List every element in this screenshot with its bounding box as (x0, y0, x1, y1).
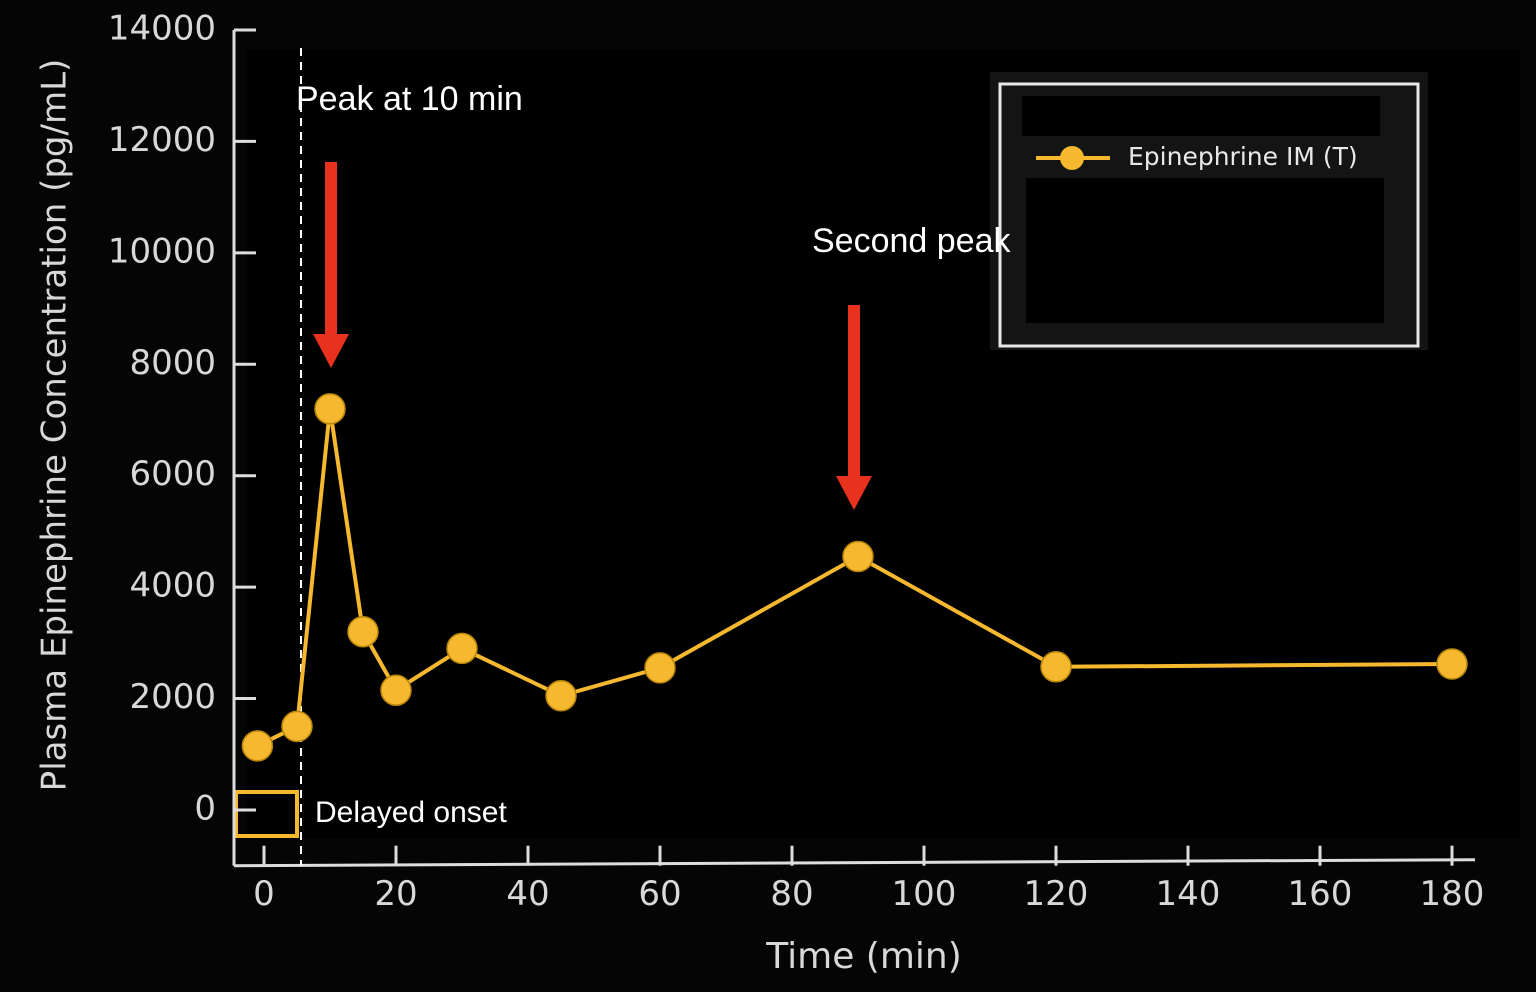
y-tick-label: 12000 (108, 120, 216, 160)
y-axis-label: Plasma Epinephrine Concentration (pg/mL) (35, 59, 75, 792)
y-tick-label: 14000 (108, 9, 216, 49)
y-tick-label: 4000 (129, 566, 216, 606)
x-tick-label: 140 (1156, 874, 1221, 914)
x-tick-label: 20 (374, 874, 417, 914)
legend-mask (1022, 96, 1380, 136)
y-tick-label: 0 (194, 788, 216, 828)
y-tick-label: 8000 (129, 343, 216, 383)
x-tick-label: 120 (1024, 874, 1089, 914)
data-point (644, 652, 676, 684)
data-point (842, 540, 874, 573)
y-tick-label: 10000 (108, 231, 216, 271)
annotation: Second peak (812, 222, 1011, 260)
arrow-head (313, 334, 349, 368)
x-axis (233, 858, 1476, 868)
legend-mask (1026, 178, 1384, 323)
data-point (1436, 648, 1468, 680)
data-point (1040, 651, 1072, 683)
legend-label: Epinephrine IM (T) (1128, 142, 1358, 171)
arrow-head (836, 476, 872, 510)
x-axis-label: Time (min) (765, 936, 962, 977)
legend-border (998, 82, 1420, 348)
x-tick-label: 100 (892, 874, 957, 914)
x-tick-label: 180 (1420, 874, 1485, 914)
data-point (314, 393, 346, 425)
data-point (241, 730, 274, 762)
annotation: Peak at 10 min (296, 80, 523, 118)
x-tick-label: 40 (506, 874, 549, 914)
x-tick-label: 80 (770, 874, 813, 914)
data-point (545, 680, 577, 712)
x-tick-label: 160 (1288, 874, 1353, 914)
y-tick-label: 2000 (129, 677, 216, 717)
onset-box (234, 790, 299, 838)
data-point (347, 615, 379, 648)
legend-marker (1060, 146, 1084, 170)
x-tick-label: 60 (638, 874, 681, 914)
data-point (446, 632, 478, 665)
x-tick-label: 0 (253, 874, 275, 914)
legend-box (990, 72, 1428, 350)
data-point (380, 674, 412, 706)
y-tick-label: 6000 (129, 454, 216, 494)
data-point (281, 710, 313, 743)
annotation: Delayed onset (315, 796, 507, 829)
